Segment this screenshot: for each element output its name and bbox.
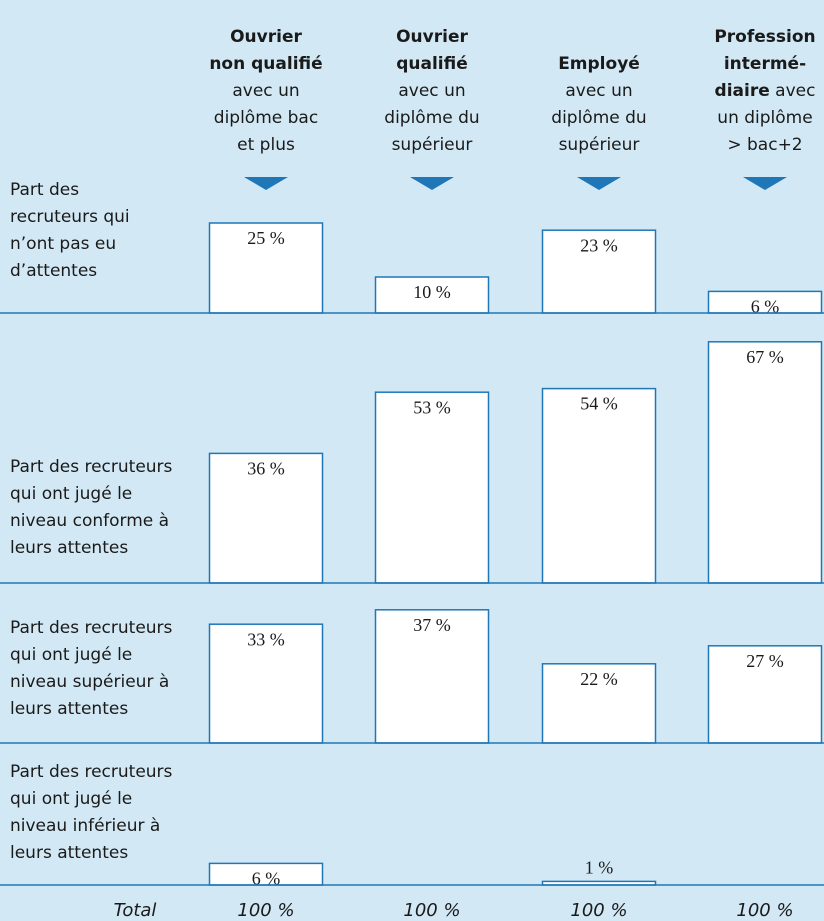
header-part: avec un: [565, 81, 632, 101]
row-label: qui ont jugé le: [10, 789, 132, 809]
header-part: diplôme du: [384, 108, 479, 128]
bar: [208, 623, 324, 744]
row-label: leurs attentes: [10, 538, 128, 558]
column-header: > bac+2: [727, 135, 802, 155]
column-header: avec un: [565, 81, 632, 101]
header-part: diplôme bac: [214, 108, 318, 128]
value-label: 37 %: [413, 615, 451, 635]
header-part: supérieur: [392, 135, 473, 155]
header-part: non qualifié: [209, 54, 322, 74]
column-header: Ouvrier: [396, 27, 468, 47]
column-header: intermé-: [724, 54, 806, 74]
total-value: 100 %: [736, 900, 793, 921]
arrow: [577, 177, 621, 190]
arrow: [244, 177, 288, 190]
row-label: Part des recruteurs: [10, 762, 173, 782]
column-header: diplôme du: [551, 108, 646, 128]
header-part: supérieur: [559, 135, 640, 155]
row-label: niveau inférieur à: [10, 816, 160, 836]
value-label: 1 %: [585, 858, 614, 878]
bar: [707, 341, 823, 584]
bar: [541, 387, 657, 584]
column-header: supérieur: [559, 135, 640, 155]
header-part: avec un: [398, 81, 465, 101]
column-header: diplôme bac: [214, 108, 318, 128]
value-label: 10 %: [413, 282, 451, 302]
row-label: leurs attentes: [10, 843, 128, 863]
column-header: avec un: [398, 81, 465, 101]
value-label: 22 %: [580, 669, 618, 689]
row-label: niveau conforme à: [10, 511, 169, 531]
header-part: intermé-: [724, 54, 806, 74]
arrow: [743, 177, 787, 190]
value-label: 23 %: [580, 235, 618, 255]
header-part: > bac+2: [727, 135, 802, 155]
bar: [374, 276, 490, 314]
header-part: avec un: [232, 81, 299, 101]
row-label: d’attentes: [10, 261, 97, 281]
value-label: 25 %: [247, 228, 285, 248]
header-part: Profession: [714, 27, 815, 47]
column-header: un diplôme: [717, 108, 812, 128]
value-label: 6 %: [252, 869, 281, 889]
value-label: 33 %: [247, 629, 285, 649]
column-header: avec un: [232, 81, 299, 101]
value-label: 53 %: [413, 397, 451, 417]
column-header: qualifié: [396, 54, 468, 74]
row-label: recruteurs qui: [10, 207, 130, 227]
row-label: leurs attentes: [10, 699, 128, 719]
total-value: 100 %: [403, 900, 460, 921]
value-label: 6 %: [751, 297, 780, 317]
bar: [541, 663, 657, 744]
column-header: Employé: [558, 54, 640, 74]
value-label: 36 %: [247, 459, 285, 479]
value-label: 54 %: [580, 394, 618, 414]
bar: [374, 391, 490, 584]
header-part: diaire: [715, 81, 770, 101]
row-label: qui ont jugé le: [10, 645, 132, 665]
value-label: 27 %: [746, 651, 784, 671]
column-header: Profession: [714, 27, 815, 47]
header-part: avec: [770, 81, 816, 101]
bar: [208, 222, 324, 314]
row-label: Part des recruteurs: [10, 457, 173, 477]
column-header: Ouvrier: [230, 27, 302, 47]
header-part: Employé: [558, 54, 640, 74]
row-label: Part des: [10, 180, 79, 200]
header-part: Ouvrier: [230, 27, 302, 47]
header-part: un diplôme: [717, 108, 812, 128]
column-header: diaire avec: [715, 81, 816, 101]
header-part: et plus: [237, 135, 295, 155]
arrow: [410, 177, 454, 190]
bar: [541, 229, 657, 314]
bar: [707, 645, 823, 744]
header-part: diplôme du: [551, 108, 646, 128]
header-part: Ouvrier: [396, 27, 468, 47]
column-header: diplôme du: [384, 108, 479, 128]
row-label: qui ont jugé le: [10, 484, 132, 504]
bar: [374, 609, 490, 744]
row-label: Part des recruteurs: [10, 618, 173, 638]
total-value: 100 %: [570, 900, 627, 921]
column-header: non qualifié: [209, 54, 322, 74]
total-label: Total: [114, 900, 157, 921]
row-label: n’ont pas eu: [10, 234, 116, 254]
header-part: qualifié: [396, 54, 468, 74]
value-label: 67 %: [746, 347, 784, 367]
row-label: niveau supérieur à: [10, 672, 169, 692]
total-value: 100 %: [237, 900, 294, 921]
column-header: supérieur: [392, 135, 473, 155]
column-header: et plus: [237, 135, 295, 155]
